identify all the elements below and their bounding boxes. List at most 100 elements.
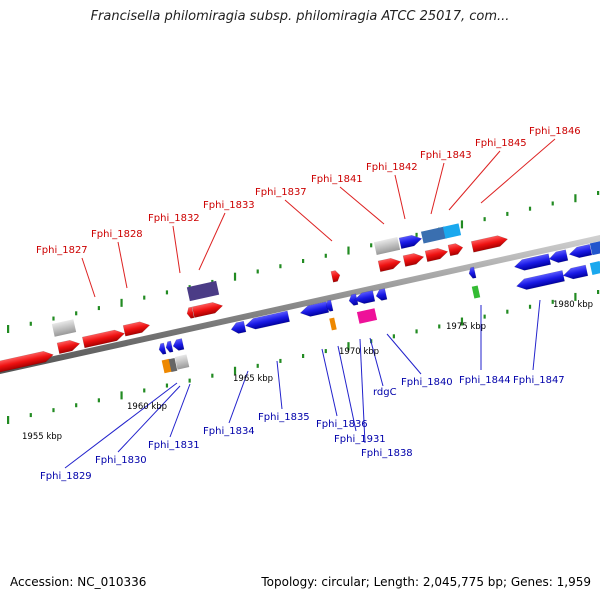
gene-label[interactable]: Fphi_1827 — [36, 245, 88, 256]
repeat-region-box[interactable] — [442, 223, 462, 239]
gene-label[interactable]: Fphi_1831 — [148, 440, 200, 451]
forward-gene-arrow[interactable] — [377, 256, 402, 273]
forward-gene-arrow[interactable] — [122, 320, 151, 337]
leader-line — [448, 150, 501, 211]
reverse-gene-arrow[interactable] — [568, 243, 593, 260]
leader-line — [64, 382, 178, 469]
gene-label[interactable]: Fphi_1847 — [513, 375, 565, 386]
tick-mark — [324, 253, 327, 258]
reverse-gene-arrow[interactable] — [562, 264, 589, 281]
pseudogene-box[interactable] — [373, 237, 401, 255]
gene-label[interactable]: Fphi_1845 — [475, 138, 527, 149]
forward-gene-arrow[interactable] — [191, 300, 224, 318]
tick-mark — [97, 398, 100, 403]
reverse-gene-arrow[interactable] — [375, 288, 388, 302]
gene-label[interactable]: Fphi_1842 — [366, 162, 418, 173]
reverse-gene-arrow[interactable] — [548, 249, 569, 265]
gene-label[interactable]: Fphi_1836 — [316, 419, 368, 430]
gene-label[interactable]: Fphi_1843 — [420, 150, 472, 161]
reverse-gene-arrow[interactable] — [299, 301, 330, 319]
reverse-gene-arrow[interactable] — [244, 310, 290, 331]
forward-gene-arrow[interactable] — [470, 234, 509, 253]
reverse-gene-arrow[interactable] — [165, 340, 174, 353]
tick-mark — [574, 194, 577, 203]
gene-label[interactable]: rdgC — [373, 387, 397, 398]
bottom-gene-labels: Fphi_1829 Fphi_1830 Fphi_1831 Fphi_1834 … — [40, 375, 565, 482]
reverse-gene-arrow[interactable] — [230, 320, 247, 335]
tick-mark — [347, 342, 350, 351]
tick-mark — [120, 298, 123, 307]
tick-rows — [7, 191, 600, 424]
repeat-region-box[interactable] — [589, 240, 600, 256]
leader-line — [321, 348, 338, 417]
genome-backbone — [0, 235, 600, 374]
scale-label: 1980 kbp — [553, 300, 593, 310]
gene-label[interactable]: Fphi_1829 — [40, 471, 92, 482]
other-feature-box[interactable] — [471, 285, 481, 299]
reverse-gene-arrow[interactable] — [468, 266, 477, 279]
tick-mark — [7, 416, 10, 424]
tick-mark — [574, 292, 577, 301]
tick-mark — [483, 217, 486, 222]
leader-line — [386, 333, 422, 375]
gene-label[interactable]: Fphi_1844 — [459, 375, 511, 386]
gene-label[interactable]: Fphi_1841 — [311, 174, 363, 185]
gene-features — [0, 223, 600, 374]
reverse-gene-arrow[interactable] — [513, 253, 552, 273]
forward-gene-arrow[interactable] — [402, 251, 425, 267]
reverse-gene-arrow[interactable] — [515, 270, 565, 291]
tick-mark — [233, 366, 237, 375]
reverse-gene-arrow[interactable] — [353, 290, 376, 305]
reverse-gene-arrow[interactable] — [158, 342, 167, 355]
leader-line — [198, 212, 226, 271]
gene-label[interactable]: Fphi_1830 — [95, 455, 147, 466]
leader-line — [394, 174, 406, 220]
forward-gene-arrow[interactable] — [56, 338, 81, 355]
repeat-region-box[interactable] — [589, 261, 600, 275]
reverse-gene-arrow[interactable] — [398, 233, 423, 250]
gene-label[interactable]: Fphi_1832 — [148, 213, 200, 224]
leader-lines — [64, 138, 556, 469]
pseudogene-box[interactable] — [174, 354, 190, 370]
other-feature-box[interactable] — [168, 358, 178, 372]
gene-label[interactable]: Fphi_1835 — [258, 412, 310, 423]
leader-line — [228, 370, 249, 424]
tick-mark — [460, 220, 464, 229]
gene-label[interactable]: Fphi_1846 — [529, 126, 581, 137]
forward-gene-arrow[interactable] — [186, 306, 195, 319]
tick-mark — [143, 388, 146, 393]
gene-label[interactable]: Fphi_1931 — [334, 434, 386, 445]
tick-mark — [597, 191, 600, 195]
gene-label[interactable]: Fphi_1840 — [401, 377, 453, 388]
gene-label[interactable]: Fphi_1837 — [255, 187, 307, 198]
repeat-region-box[interactable] — [420, 226, 448, 244]
gene-label[interactable]: Fphi_1833 — [203, 200, 255, 211]
forward-gene-arrow[interactable] — [447, 242, 464, 257]
forward-gene-arrow[interactable] — [0, 349, 55, 373]
tick-mark — [415, 329, 418, 334]
reverse-gene-arrow[interactable] — [348, 293, 359, 306]
other-feature-box[interactable] — [356, 308, 378, 324]
tick-mark — [143, 295, 146, 300]
leader-line — [359, 338, 366, 444]
forward-gene-arrow[interactable] — [330, 270, 341, 283]
topology-text: Topology: circular; Length: 2,045,775 bp… — [261, 575, 591, 589]
reverse-gene-arrow[interactable] — [172, 338, 185, 352]
repeat-region-box[interactable] — [186, 280, 220, 302]
other-feature-box[interactable] — [329, 317, 337, 331]
tick-mark — [506, 211, 509, 216]
gene-label[interactable]: Fphi_1834 — [203, 426, 255, 437]
gene-label[interactable]: Fphi_1838 — [361, 448, 413, 459]
tick-mark — [75, 311, 78, 316]
pseudogene-box[interactable] — [51, 319, 77, 337]
forward-gene-arrow[interactable] — [424, 246, 449, 263]
reverse-gene-arrow[interactable] — [325, 299, 334, 312]
scale-label: 1975 kbp — [446, 322, 486, 332]
tick-mark — [460, 317, 464, 326]
tick-mark — [528, 206, 532, 211]
tick-mark — [438, 324, 441, 329]
top-gene-labels: Fphi_1827 Fphi_1828 Fphi_1832 Fphi_1833 … — [36, 126, 581, 256]
tick-mark — [256, 269, 259, 274]
forward-gene-arrow[interactable] — [82, 328, 125, 349]
gene-label[interactable]: Fphi_1828 — [91, 229, 143, 240]
